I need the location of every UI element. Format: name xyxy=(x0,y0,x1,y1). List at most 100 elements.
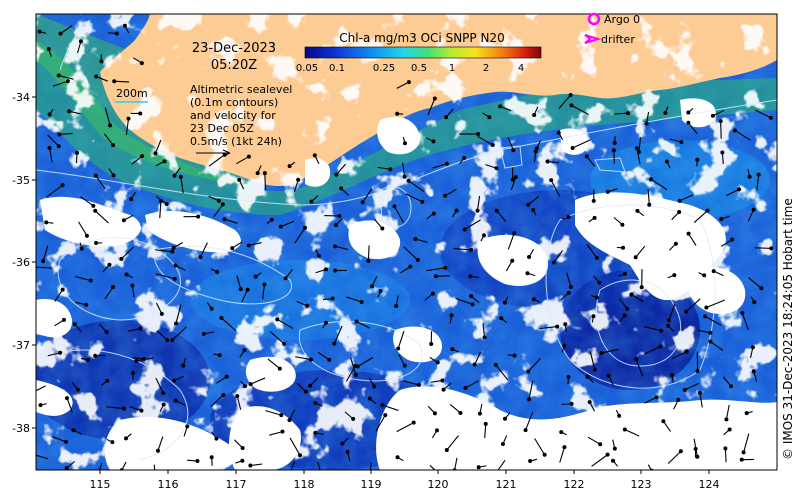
velocity-arrowhead xyxy=(334,172,339,177)
velocity-arrowhead xyxy=(679,140,684,145)
velocity-arrowhead xyxy=(287,418,292,423)
velocity-arrowhead xyxy=(462,227,467,232)
velocity-arrowhead xyxy=(303,389,308,394)
velocity-arrowhead xyxy=(283,276,288,281)
velocity-arrow xyxy=(635,358,644,377)
velocity-arrowhead xyxy=(566,375,571,380)
velocity-arrowhead xyxy=(214,436,219,441)
velocity-arrowhead xyxy=(444,115,449,120)
velocity-arrowhead xyxy=(230,246,235,251)
velocity-arrow xyxy=(264,173,266,191)
scale-arrow-icon xyxy=(196,149,231,157)
velocity-arrowhead xyxy=(591,314,596,319)
velocity-arrow xyxy=(724,448,727,463)
velocity-arrow xyxy=(267,358,281,370)
velocity-arrowhead xyxy=(71,428,76,433)
velocity-arrowhead xyxy=(695,454,700,459)
velocity-arrowhead xyxy=(502,300,507,305)
velocity-arrow xyxy=(36,385,46,392)
velocity-arrowhead xyxy=(195,459,200,464)
velocity-arrowhead xyxy=(134,358,139,363)
velocity-arrowhead xyxy=(162,159,167,164)
velocity-arrow xyxy=(317,461,321,470)
colorbar xyxy=(304,46,542,59)
velocity-arrow xyxy=(432,163,448,169)
velocity-arrowhead xyxy=(242,384,247,389)
svg-text:-34: -34 xyxy=(12,91,30,104)
velocity-arrowhead xyxy=(606,373,611,378)
velocity-arrowhead xyxy=(215,270,220,275)
velocity-arrow xyxy=(402,162,406,177)
velocity-arrowhead xyxy=(246,243,251,248)
velocity-arrowhead xyxy=(475,208,480,213)
velocity-arrowhead xyxy=(597,280,602,285)
velocity-arrow xyxy=(375,414,386,432)
velocity-arrowhead xyxy=(330,296,335,301)
velocity-arrowhead xyxy=(380,403,385,408)
velocity-arrow xyxy=(248,242,262,247)
drifter-label: drifter xyxy=(601,33,635,46)
velocity-arrowhead xyxy=(482,335,487,340)
velocity-arrowhead xyxy=(123,436,128,441)
velocity-arrowhead xyxy=(682,387,687,392)
velocity-arrowhead xyxy=(47,112,52,117)
velocity-arrowhead xyxy=(319,472,323,476)
velocity-arrowhead xyxy=(323,267,328,272)
velocity-arrowhead xyxy=(309,199,314,204)
plot-frame xyxy=(35,13,778,471)
velocity-arrow xyxy=(136,357,154,362)
velocity-arrowhead xyxy=(262,171,267,176)
lon-tick: 123 xyxy=(631,470,652,491)
velocity-arrow xyxy=(95,76,109,82)
velocity-arrowhead xyxy=(63,439,68,444)
velocity-arrowhead xyxy=(617,413,622,418)
velocity-arrow xyxy=(693,210,708,223)
velocity-arrow xyxy=(525,411,534,431)
velocity-arrowhead xyxy=(634,357,639,362)
velocity-arrow xyxy=(427,98,436,116)
argo-label: Argo 0 xyxy=(604,13,640,26)
velocity-arrowhead xyxy=(444,448,449,453)
velocity-arrowhead xyxy=(138,326,143,331)
velocity-arrowhead xyxy=(669,373,674,378)
velocity-arrowhead xyxy=(555,324,560,329)
velocity-arrowhead xyxy=(528,458,533,463)
velocity-arrowhead xyxy=(402,174,407,179)
velocity-arrowhead xyxy=(316,253,321,258)
velocity-arrow xyxy=(262,284,265,300)
velocity-arrowhead xyxy=(93,208,98,213)
velocity-arrow xyxy=(155,249,173,253)
velocity-arrowhead xyxy=(629,292,634,297)
velocity-arrowhead xyxy=(487,115,492,120)
velocity-arrowhead xyxy=(440,378,445,383)
velocity-arrowhead xyxy=(443,265,448,270)
velocity-arrowhead xyxy=(658,344,663,349)
velocity-arrowhead xyxy=(308,383,313,388)
velocity-arrowhead xyxy=(512,353,517,358)
velocity-arrowhead xyxy=(587,400,592,405)
velocity-arrow xyxy=(586,156,596,167)
velocity-arrow xyxy=(250,377,266,385)
velocity-arrow xyxy=(208,154,226,167)
velocity-arrow xyxy=(269,330,285,345)
lon-tick: 122 xyxy=(564,470,585,491)
velocity-arrow xyxy=(679,194,694,202)
velocity-arrow xyxy=(290,461,296,470)
velocity-arrow xyxy=(362,188,373,203)
velocity-arrowhead xyxy=(111,143,116,148)
velocity-arrowhead xyxy=(441,387,446,392)
velocity-arrowhead xyxy=(395,455,400,460)
velocity-arrowhead xyxy=(242,348,247,353)
velocity-arrow xyxy=(453,457,458,470)
velocity-arrowhead xyxy=(566,215,571,220)
velocity-arrowhead xyxy=(526,202,531,207)
velocity-arrow xyxy=(586,243,598,259)
velocity-arrowhead xyxy=(718,119,723,124)
velocity-arrowhead xyxy=(592,367,597,372)
velocity-arrowhead xyxy=(406,80,411,85)
velocity-arrowhead xyxy=(126,116,131,121)
velocity-arrowhead xyxy=(415,258,420,263)
velocity-arrow xyxy=(296,382,307,393)
velocity-arrow xyxy=(295,356,312,361)
velocity-arrowhead xyxy=(559,430,564,435)
